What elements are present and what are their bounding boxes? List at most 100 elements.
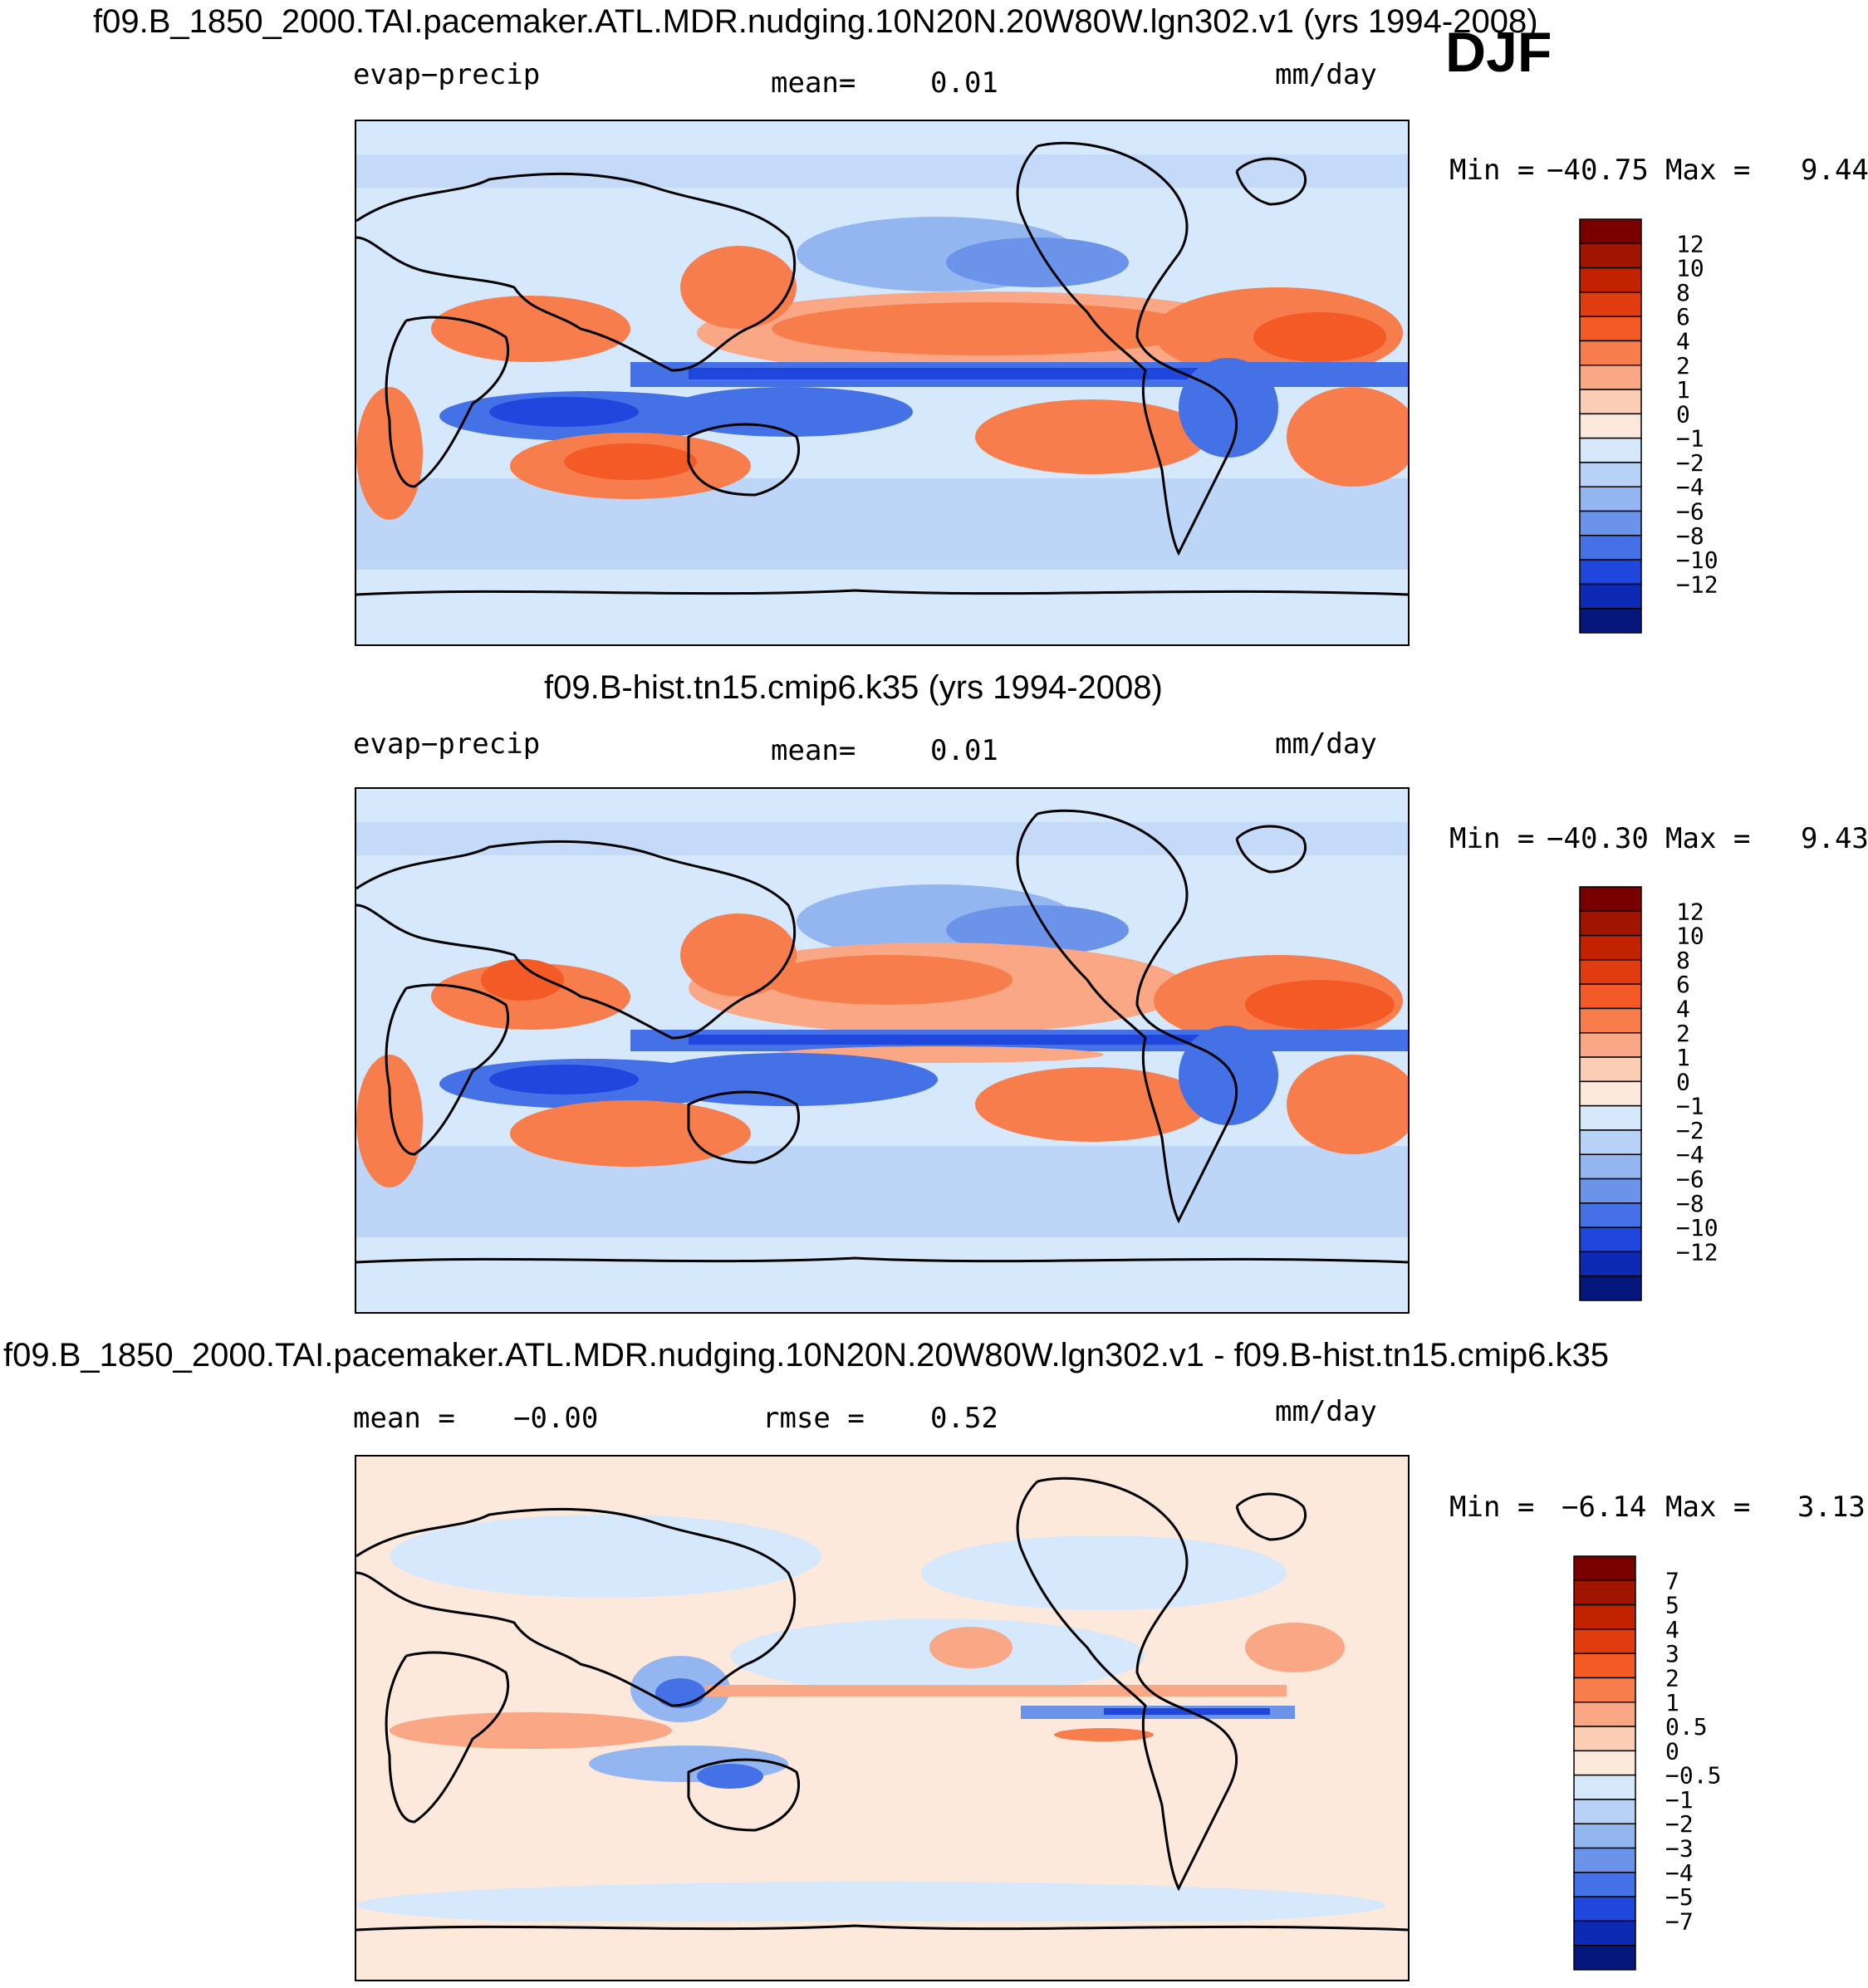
colorbar-swatch bbox=[1579, 1227, 1642, 1253]
colorbar-tick-label: −10 bbox=[1676, 1214, 1718, 1241]
panel-3-mean-label: mean = bbox=[353, 1402, 455, 1435]
colorbar-swatch bbox=[1573, 1702, 1636, 1727]
colorbar-swatch bbox=[1579, 910, 1642, 937]
colorbar-tick-label: −1 bbox=[1676, 1093, 1704, 1120]
panel-2-title: f09.B-hist.tn15.cmip6.k35 (yrs 1994-2008… bbox=[544, 669, 1163, 706]
panel-1-variable-label: evap−precip bbox=[353, 58, 541, 91]
colorbar-tick-label: 10 bbox=[1676, 255, 1704, 282]
colorbar-tick-label: −12 bbox=[1676, 1238, 1718, 1266]
colorbar-swatch bbox=[1573, 1944, 1636, 1971]
colorbar-swatch bbox=[1579, 242, 1642, 269]
panel-2-variable-label: evap−precip bbox=[353, 727, 541, 761]
colorbar-tick-label: 0.5 bbox=[1665, 1713, 1708, 1741]
colorbar-swatch bbox=[1573, 1726, 1636, 1752]
colorbar-swatch bbox=[1573, 1774, 1636, 1800]
colorbar-tick-label: 0 bbox=[1665, 1737, 1679, 1765]
colorbar-swatch bbox=[1579, 1007, 1642, 1034]
colorbar-swatch bbox=[1573, 1677, 1636, 1703]
colorbar-swatch bbox=[1579, 1056, 1642, 1083]
colorbar-swatch bbox=[1573, 1847, 1636, 1873]
colorbar-tick-label: 5 bbox=[1665, 1592, 1679, 1619]
colorbar-tick-label: −4 bbox=[1676, 1141, 1704, 1168]
panel-3-mean-value: −0.00 bbox=[513, 1402, 599, 1435]
colorbar-swatch bbox=[1579, 389, 1642, 415]
colorbar-swatch bbox=[1573, 1579, 1636, 1606]
panel-1-mean-label: mean= bbox=[771, 66, 856, 100]
colorbar-tick-label: 12 bbox=[1676, 898, 1704, 925]
colorbar-swatch bbox=[1573, 1823, 1636, 1849]
colorbar-swatch bbox=[1579, 1032, 1642, 1058]
colorbar-swatch bbox=[1579, 1178, 1642, 1204]
colorbar-tick-label: 0 bbox=[1676, 400, 1690, 428]
panel-3-min-label: Min = bbox=[1449, 1491, 1535, 1524]
panel-3-max-label: Max = bbox=[1665, 1491, 1751, 1524]
season-label: DJF bbox=[1445, 21, 1552, 84]
colorbar-tick-label: −4 bbox=[1665, 1859, 1694, 1887]
colorbar-tick-label: −1 bbox=[1676, 425, 1704, 453]
panel-3-max-value: 3.13 bbox=[1797, 1491, 1866, 1524]
colorbar-swatch bbox=[1579, 959, 1642, 985]
colorbar-swatch bbox=[1579, 1202, 1642, 1228]
colorbar-tick-label: 8 bbox=[1676, 947, 1690, 974]
panel-1-map bbox=[355, 120, 1461, 646]
colorbar-swatch bbox=[1579, 1275, 1642, 1301]
panel-2-min-label: Min = bbox=[1449, 822, 1535, 855]
panel-3-rmse-value: 0.52 bbox=[930, 1402, 998, 1435]
panel-3-map-svg bbox=[355, 1457, 1409, 1980]
colorbar-swatch bbox=[1573, 1604, 1636, 1630]
panel-3-title: f09.B_1850_2000.TAI.pacemaker.ATL.MDR.nu… bbox=[3, 1337, 1609, 1373]
colorbar-tick-label: 4 bbox=[1676, 327, 1690, 355]
panel-2-mean-value: 0.01 bbox=[930, 734, 998, 767]
colorbar-swatch bbox=[1573, 1555, 1636, 1582]
colorbar-tick-label: 8 bbox=[1676, 279, 1690, 306]
colorbar-swatch bbox=[1579, 365, 1642, 390]
colorbar-swatch bbox=[1579, 462, 1642, 487]
colorbar-swatch bbox=[1579, 340, 1642, 366]
colorbar-swatch bbox=[1573, 1920, 1636, 1946]
colorbar-swatch bbox=[1579, 413, 1642, 439]
colorbar-tick-label: −6 bbox=[1676, 1166, 1704, 1193]
panel-3-rmse-label: rmse = bbox=[762, 1402, 865, 1435]
panel-1-max-label: Max = bbox=[1665, 154, 1751, 187]
colorbar-tick-label: −4 bbox=[1676, 473, 1704, 501]
colorbar-tick-label: 1 bbox=[1676, 1044, 1690, 1071]
colorbar-swatch bbox=[1579, 886, 1642, 913]
colorbar-swatch bbox=[1579, 934, 1642, 961]
colorbar-tick-label: −8 bbox=[1676, 522, 1704, 550]
colorbar-tick-label: 4 bbox=[1676, 995, 1690, 1022]
panel-1-title: f09.B_1850_2000.TAI.pacemaker.ATL.MDR.nu… bbox=[93, 3, 1538, 40]
colorbar-tick-label: −2 bbox=[1676, 449, 1704, 477]
panel-3-units: mm/day bbox=[1275, 1395, 1377, 1428]
panel-2-max-value: 9.43 bbox=[1801, 822, 1868, 855]
panel-1-map-svg bbox=[355, 121, 1461, 644]
colorbar-swatch bbox=[1579, 1080, 1642, 1107]
colorbar-tick-label: 12 bbox=[1676, 230, 1704, 257]
colorbar-swatch bbox=[1573, 1872, 1636, 1897]
colorbar-swatch bbox=[1579, 291, 1642, 317]
colorbar-swatch bbox=[1573, 1653, 1636, 1679]
colorbar-swatch bbox=[1579, 510, 1642, 536]
colorbar-swatch bbox=[1579, 218, 1642, 245]
colorbar-tick-label: 3 bbox=[1665, 1640, 1679, 1667]
colorbar-tick-label: 2 bbox=[1665, 1664, 1679, 1692]
colorbar-tick-label: 1 bbox=[1676, 376, 1690, 404]
colorbar-tick-label: 6 bbox=[1676, 303, 1690, 331]
colorbar-tick-label: 1 bbox=[1665, 1689, 1679, 1716]
colorbar-tick-label: 7 bbox=[1665, 1567, 1679, 1594]
colorbar-tick-label: −10 bbox=[1676, 546, 1718, 574]
colorbar-swatch bbox=[1579, 1153, 1642, 1180]
colorbar-swatch bbox=[1579, 486, 1642, 512]
colorbar-tick-label: −12 bbox=[1676, 570, 1718, 598]
colorbar-swatch bbox=[1579, 1251, 1642, 1277]
colorbar-tick-label: −6 bbox=[1676, 498, 1704, 526]
colorbar-swatch bbox=[1579, 559, 1642, 585]
panel-2-max-label: Max = bbox=[1665, 822, 1751, 855]
colorbar-tick-label: −2 bbox=[1665, 1810, 1694, 1838]
colorbar-swatch bbox=[1579, 607, 1642, 634]
colorbar-tick-label: 10 bbox=[1676, 923, 1704, 950]
colorbar-tick-label: −5 bbox=[1665, 1883, 1694, 1911]
colorbar-tick-label: −7 bbox=[1665, 1907, 1694, 1935]
colorbar-tick-label: −0.5 bbox=[1665, 1762, 1721, 1790]
panel-2-map-svg bbox=[355, 789, 1461, 1312]
